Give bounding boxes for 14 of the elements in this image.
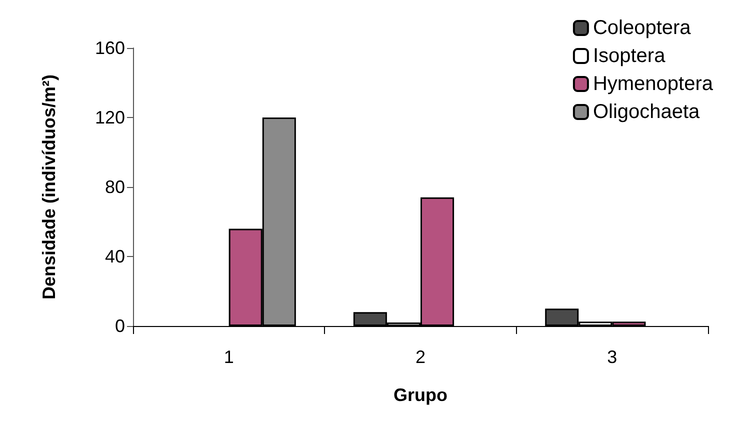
legend-label: Coleoptera <box>592 17 692 39</box>
x-tick-label: 2 <box>415 347 426 367</box>
legend-label: Oligochaeta <box>592 101 701 123</box>
legend-label: Hymenoptera <box>592 73 714 95</box>
x-tick-label: 1 <box>224 347 234 367</box>
y-tick-label: 80 <box>104 177 125 197</box>
legend-label: Isoptera <box>592 45 666 67</box>
x-axis-title: Grupo <box>394 385 448 405</box>
y-axis-title: Densidade (indivíduos/m²) <box>39 74 59 300</box>
y-tick-label: 0 <box>114 316 125 336</box>
y-tick-label: 160 <box>94 38 125 58</box>
y-tick-label: 40 <box>104 246 125 266</box>
y-tick-label: 120 <box>94 108 125 128</box>
x-tick-label: 3 <box>607 347 618 367</box>
